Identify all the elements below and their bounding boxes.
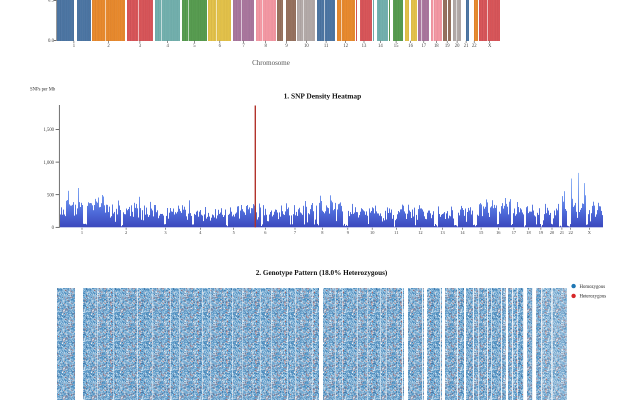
svg-text:Chromosome: Chromosome: [252, 59, 290, 67]
svg-text:10: 10: [370, 230, 375, 235]
svg-text:Homozygous: Homozygous: [580, 285, 606, 290]
svg-text:1,500: 1,500: [43, 128, 54, 133]
svg-text:SNPs per Mb: SNPs per Mb: [30, 88, 56, 93]
svg-text:1. SNP Density Heatmap: 1. SNP Density Heatmap: [284, 92, 362, 101]
svg-text:4: 4: [167, 44, 170, 49]
svg-text:15: 15: [479, 230, 484, 235]
svg-text:0.5: 0.5: [48, 0, 55, 4]
svg-text:20: 20: [455, 44, 460, 49]
svg-text:5: 5: [193, 44, 196, 49]
svg-text:19: 19: [539, 230, 544, 235]
svg-text:Heterozygous: Heterozygous: [580, 295, 607, 300]
svg-text:0.0: 0.0: [48, 39, 55, 44]
svg-text:20: 20: [550, 230, 555, 235]
svg-text:5: 5: [233, 230, 236, 235]
svg-text:21: 21: [560, 230, 564, 235]
svg-text:500: 500: [47, 193, 55, 198]
svg-text:2: 2: [125, 230, 127, 235]
svg-text:0: 0: [52, 226, 55, 231]
svg-text:11: 11: [324, 44, 329, 49]
svg-text:6: 6: [219, 44, 222, 49]
svg-text:X: X: [488, 44, 492, 49]
svg-text:1: 1: [73, 44, 76, 49]
svg-text:10: 10: [304, 44, 309, 49]
svg-text:3: 3: [139, 44, 142, 49]
svg-text:13: 13: [440, 230, 445, 235]
svg-text:2. Genotype Pattern (18.0% Het: 2. Genotype Pattern (18.0% Heterozygous): [256, 269, 388, 277]
svg-text:1,000: 1,000: [43, 161, 54, 166]
svg-text:4: 4: [199, 230, 202, 235]
svg-text:11: 11: [394, 230, 398, 235]
svg-text:22: 22: [569, 230, 573, 235]
svg-text:6: 6: [264, 230, 267, 235]
svg-text:22: 22: [472, 44, 477, 49]
svg-text:2: 2: [107, 44, 110, 49]
svg-text:17: 17: [512, 230, 517, 235]
svg-text:16: 16: [496, 230, 501, 235]
svg-text:9: 9: [347, 230, 350, 235]
svg-text:21: 21: [464, 44, 469, 49]
svg-text:X: X: [588, 230, 592, 235]
svg-text:7: 7: [294, 230, 297, 235]
svg-text:1: 1: [81, 230, 83, 235]
svg-text:7: 7: [242, 44, 245, 49]
svg-text:18: 18: [526, 230, 531, 235]
svg-text:3: 3: [164, 230, 167, 235]
svg-text:12: 12: [418, 230, 422, 235]
svg-text:8: 8: [321, 230, 324, 235]
svg-text:16: 16: [408, 44, 413, 49]
svg-text:8: 8: [265, 44, 268, 49]
svg-text:18: 18: [434, 44, 439, 49]
svg-text:13: 13: [362, 44, 367, 49]
svg-text:12: 12: [343, 44, 348, 49]
svg-text:14: 14: [378, 44, 383, 49]
svg-text:17: 17: [421, 44, 426, 49]
svg-text:19: 19: [445, 44, 450, 49]
svg-text:15: 15: [394, 44, 399, 49]
svg-text:9: 9: [285, 44, 288, 49]
svg-text:14: 14: [460, 230, 465, 235]
